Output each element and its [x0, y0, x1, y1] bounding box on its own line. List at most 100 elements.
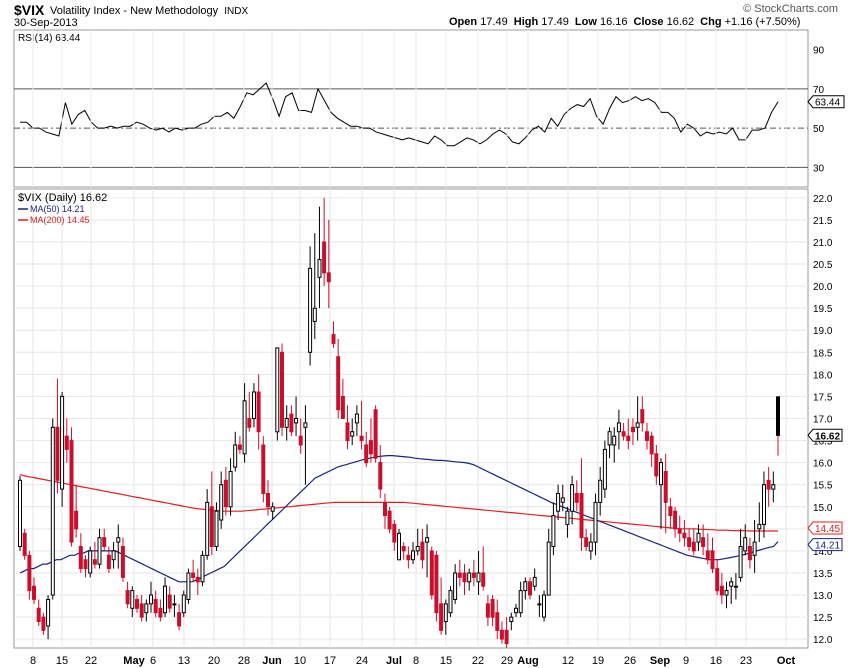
candle — [462, 564, 467, 596]
candle — [621, 422, 626, 441]
candle — [584, 528, 589, 551]
exchange-label: INDX — [224, 6, 249, 17]
candle-body — [163, 585, 167, 614]
candle — [289, 405, 294, 437]
candle — [499, 621, 504, 644]
candle-body — [158, 607, 163, 618]
candle-body — [368, 440, 373, 455]
candle — [411, 542, 415, 565]
candle — [406, 546, 411, 569]
candle-body — [36, 607, 41, 622]
candle — [528, 577, 532, 600]
candle-body — [691, 541, 696, 552]
candle-body — [705, 550, 710, 561]
candle-body — [219, 484, 224, 521]
rsi-value-tag — [807, 95, 845, 109]
candle — [163, 577, 167, 618]
candle — [504, 617, 509, 648]
price-tick-label: 20.5 — [813, 260, 833, 271]
candle — [64, 418, 69, 463]
close-label: Close — [633, 16, 664, 28]
candle — [303, 405, 308, 485]
candle-body — [336, 356, 341, 411]
candle — [106, 546, 111, 573]
candle — [167, 586, 172, 613]
candle-body — [97, 537, 102, 565]
candle-body — [588, 541, 593, 552]
candle-body — [481, 572, 486, 587]
candle — [495, 599, 500, 640]
candle-body — [518, 590, 523, 614]
candle-body — [149, 594, 153, 605]
candle — [209, 471, 214, 556]
candle-body — [139, 603, 144, 618]
candle-body — [696, 532, 701, 543]
price-tick-label: 16.0 — [813, 459, 833, 470]
chart-title: Volatility Index - New Methodology INDX — [50, 5, 248, 17]
candle — [387, 506, 392, 534]
candle — [336, 339, 341, 419]
candle — [635, 396, 640, 441]
x-tick-label: Jun — [262, 655, 282, 667]
price-tick-label: 18.5 — [813, 348, 833, 359]
x-tick-label: 13 — [178, 655, 190, 667]
candle — [144, 599, 149, 622]
index-name: Volatility Index - New Methodology — [50, 5, 219, 17]
candle-body — [429, 550, 434, 596]
candle-body — [411, 550, 415, 561]
candle-body — [570, 484, 575, 512]
candle-body — [373, 409, 378, 459]
candle — [668, 497, 673, 529]
candle-body — [69, 440, 74, 543]
candle — [83, 555, 88, 578]
candle — [97, 528, 102, 569]
x-tick-label: 24 — [356, 655, 368, 667]
candle — [116, 524, 121, 569]
candle — [373, 405, 378, 463]
candle — [247, 392, 252, 432]
close-value: 16.62 — [666, 16, 695, 28]
candle — [237, 436, 242, 454]
candle-body — [677, 528, 682, 534]
candle-body — [453, 572, 458, 600]
last-candle-body — [776, 396, 780, 436]
candle — [60, 392, 65, 507]
x-tick-label: 28 — [238, 655, 250, 667]
candle-body — [359, 435, 364, 442]
candle — [616, 409, 621, 450]
candle — [317, 206, 322, 309]
candle-body — [476, 572, 481, 583]
x-tick-label: 9 — [683, 655, 689, 667]
x-tick-label: May — [123, 655, 145, 667]
candle-body — [612, 435, 617, 446]
candle-body — [345, 422, 350, 442]
candle — [186, 568, 191, 604]
candle — [242, 383, 247, 463]
candle — [284, 405, 289, 441]
candle-body — [542, 594, 546, 618]
candle — [46, 595, 51, 640]
candle — [537, 595, 542, 618]
candle — [181, 590, 186, 618]
candle — [490, 595, 495, 626]
price-tick-label: 18.0 — [813, 370, 833, 381]
candle-body — [275, 347, 280, 433]
ohlc-readout: Open 17.49 High 17.49 Low 16.16 Close 16… — [449, 16, 800, 28]
candle-body — [645, 431, 649, 442]
candle-body — [420, 541, 425, 561]
x-tick-label: 6 — [150, 655, 156, 667]
candle-body — [298, 435, 303, 446]
candle-body — [762, 484, 766, 525]
price-title: $VIX (Daily) 16.62 — [18, 192, 107, 204]
candle — [326, 219, 331, 309]
candle-body — [406, 554, 411, 561]
candle — [27, 550, 32, 600]
candle — [177, 603, 182, 631]
price-tag — [807, 428, 843, 442]
candle — [340, 378, 345, 419]
candle — [266, 480, 270, 516]
x-tick-label: 26 — [624, 655, 636, 667]
candle-body — [635, 422, 640, 428]
candle-body — [78, 546, 83, 570]
candle-body — [598, 479, 603, 503]
